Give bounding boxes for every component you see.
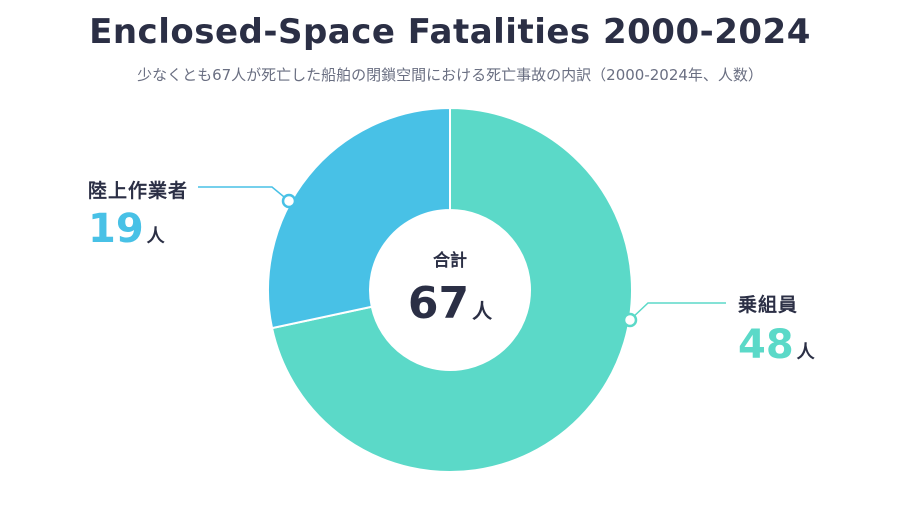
crew-unit: 人: [796, 342, 815, 363]
land-workers-value: 19: [88, 206, 144, 252]
land-leader-line: [198, 186, 290, 202]
slice-label-land-workers: 陸上作業者 19 人: [88, 176, 188, 249]
land-workers-unit: 人: [146, 226, 165, 247]
donut-slice-1: [267, 106, 451, 330]
donut-slices: [267, 106, 633, 473]
slice-label-crew: 乗組員 48 人: [738, 290, 815, 365]
leader-lines: [198, 186, 726, 328]
center-total-caption: 合計: [433, 251, 467, 271]
crew-leader-marker: [622, 312, 638, 328]
total-number: 67: [407, 278, 470, 329]
crew-name: 乗組員: [738, 294, 799, 316]
crew-leader-line: [629, 302, 726, 321]
crew-value-row: 48 人: [738, 325, 815, 365]
land-workers-name: 陸上作業者: [88, 180, 189, 202]
chart-subtitle: 少なくとも67人が死亡した船舶の閉鎖空間における死亡事故の内訳（2000-202…: [137, 66, 763, 84]
center-total-value: 67 人: [370, 278, 530, 329]
total-unit: 人: [472, 299, 493, 323]
crew-value: 48: [738, 322, 794, 368]
donut-slice-0: [270, 106, 633, 473]
land-workers-value-row: 19 人: [88, 209, 188, 249]
chart-title: Enclosed-Space Fatalities 2000-2024: [89, 12, 811, 52]
land-leader-marker: [281, 193, 297, 209]
